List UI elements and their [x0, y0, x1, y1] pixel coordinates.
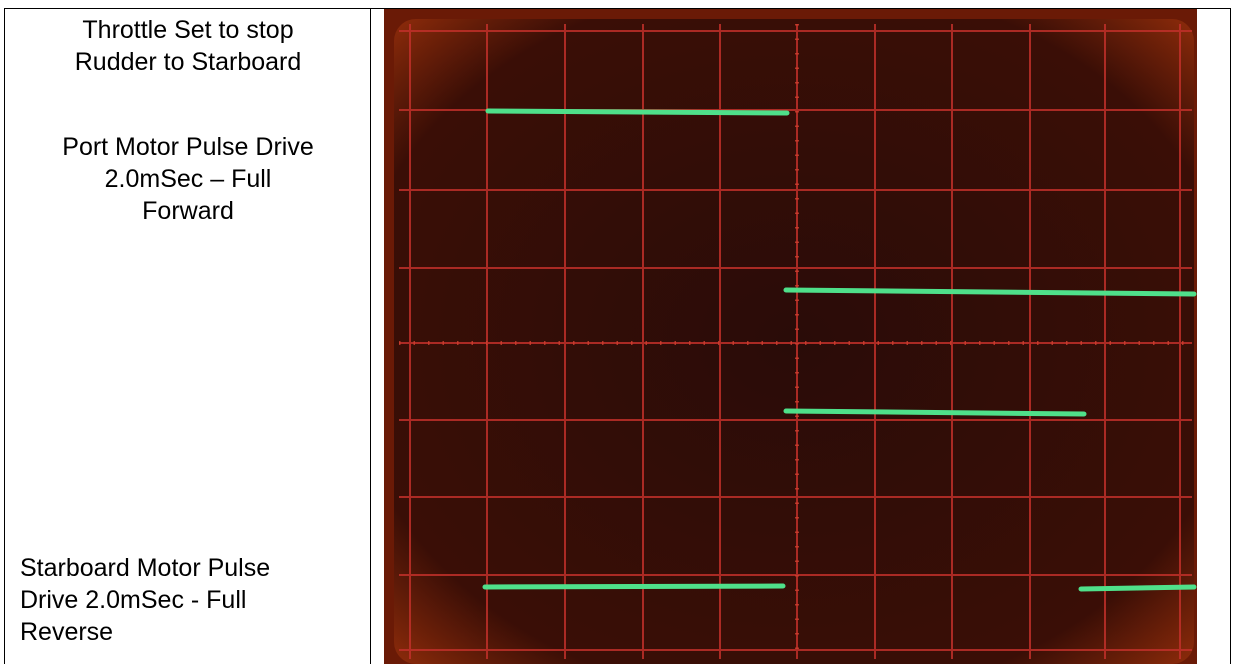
oscilloscope-photo — [384, 9, 1197, 664]
port-line: 2.0mSec – Full — [104, 165, 272, 193]
table-divider — [370, 8, 371, 664]
starboard-line: Starboard Motor Pulse — [20, 554, 271, 582]
traces — [482, 108, 1197, 592]
table-border-right — [1230, 8, 1231, 664]
screen — [394, 19, 1194, 664]
starboard-line: Drive 2.0mSec - Full — [20, 586, 247, 614]
starboard-line: Reverse — [20, 618, 114, 646]
table-border-left — [4, 8, 5, 664]
heading-line: Rudder to Starboard — [74, 48, 302, 76]
table-border-top — [4, 8, 1231, 9]
heading-line: Throttle Set to stop — [82, 16, 294, 44]
port-line: Forward — [142, 197, 234, 225]
port-line: Port Motor Pulse Drive — [62, 133, 314, 161]
